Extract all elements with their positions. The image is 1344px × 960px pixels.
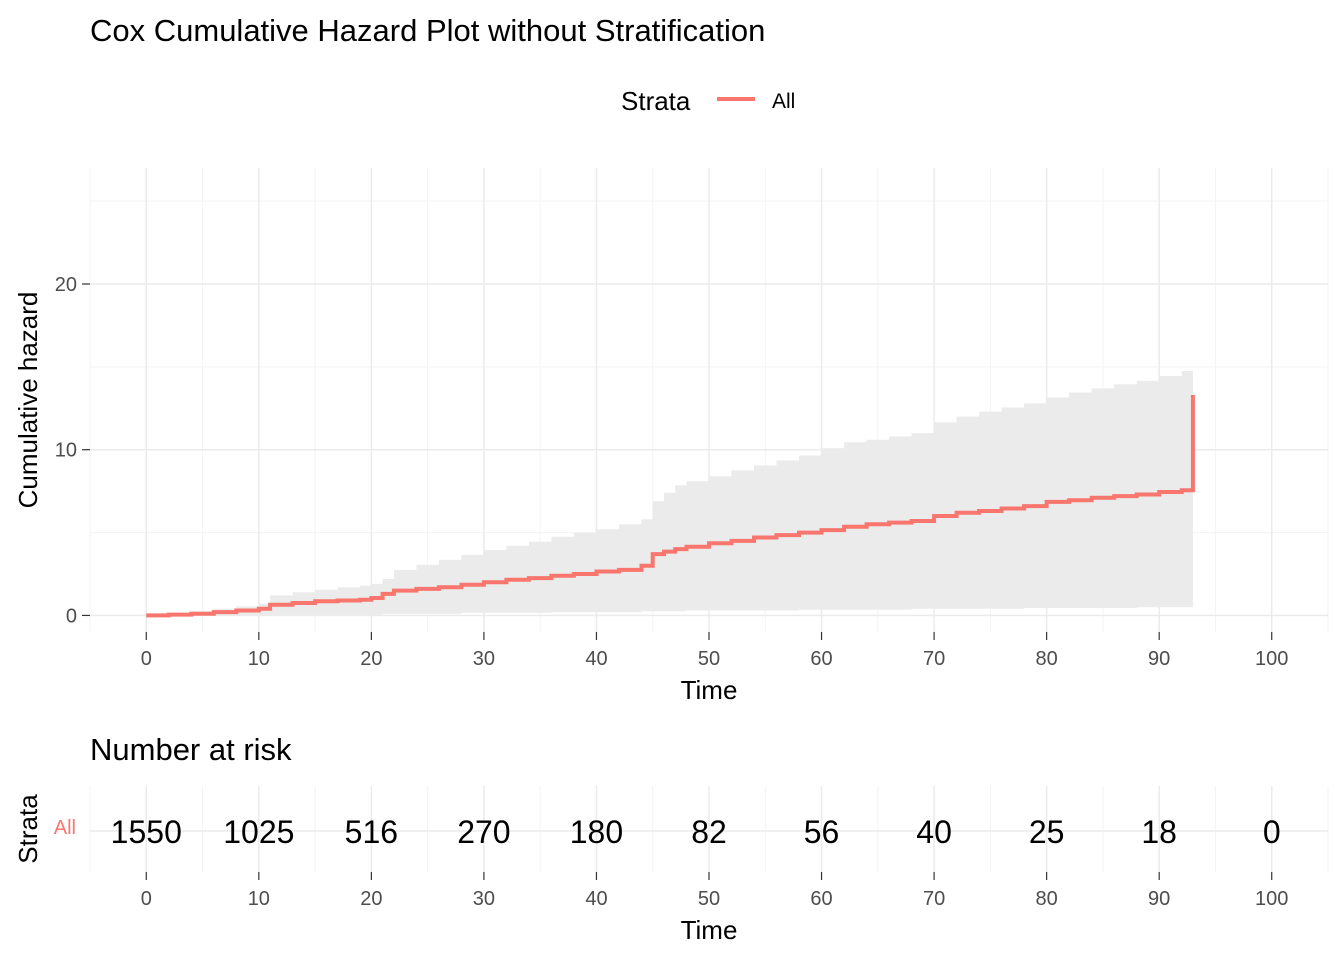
x-tick-label-20: 20 (360, 648, 382, 670)
risk-value-10: 1025 (223, 814, 294, 850)
risk-value-50: 82 (691, 814, 727, 850)
confidence-band-area (146, 371, 1193, 616)
hazard-panel: 0 10 20 0 10 20 30 40 50 60 70 80 90 100 (55, 168, 1329, 670)
x-axis-title: Time (681, 675, 738, 705)
x-tick-label-100: 100 (1255, 648, 1288, 670)
risk-x-tick-label-80: 80 (1036, 888, 1058, 910)
x-tick-label-30: 30 (473, 648, 495, 670)
risk-x-tick-label-0: 0 (141, 888, 152, 910)
risk-x-tick-label-20: 20 (360, 888, 382, 910)
x-tick-label-70: 70 (923, 648, 945, 670)
risk-x-tick-label-60: 60 (810, 888, 832, 910)
risk-value-90: 18 (1141, 814, 1177, 850)
risk-grid (89, 786, 1329, 872)
risk-table-title: Number at risk (90, 732, 292, 767)
risk-x-tick-label-90: 90 (1148, 888, 1170, 910)
confidence-band (146, 371, 1193, 616)
risk-value-100: 0 (1263, 814, 1281, 850)
x-tick-label-10: 10 (248, 648, 270, 670)
risk-value-0: 1550 (111, 814, 182, 850)
risk-x-axis-title: Time (681, 915, 738, 945)
x-tick-label-0: 0 (141, 648, 152, 670)
risk-value-80: 25 (1029, 814, 1065, 850)
x-tick-label-90: 90 (1148, 648, 1170, 670)
risk-value-70: 40 (916, 814, 952, 850)
risk-x-axis: 0 10 20 30 40 50 60 70 80 90 100 (141, 872, 1288, 910)
risk-x-tick-label-100: 100 (1255, 888, 1288, 910)
risk-value-60: 56 (804, 814, 840, 850)
risk-x-tick-label-50: 50 (698, 888, 720, 910)
risk-x-tick-label-30: 30 (473, 888, 495, 910)
y-axis-title: Cumulative hazard (13, 292, 43, 509)
risk-x-tick-label-70: 70 (923, 888, 945, 910)
x-tick-label-80: 80 (1036, 648, 1058, 670)
x-tick-label-40: 40 (585, 648, 607, 670)
risk-value-40: 180 (570, 814, 623, 850)
x-tick-label-60: 60 (810, 648, 832, 670)
legend-title: Strata (621, 86, 691, 116)
y-tick-label-10: 10 (55, 440, 77, 462)
x-tick-label-50: 50 (698, 648, 720, 670)
series-line-all (146, 395, 1195, 618)
risk-x-tick-label-40: 40 (585, 888, 607, 910)
y-tick-label-0: 0 (66, 605, 77, 627)
chart-title: Cox Cumulative Hazard Plot without Strat… (90, 13, 765, 48)
risk-x-tick-label-10: 10 (248, 888, 270, 910)
risk-strata-label-all: All (54, 817, 76, 839)
legend: Strata All (621, 86, 795, 116)
risk-y-axis-title: Strata (13, 794, 43, 864)
risk-values: 1550 1025 516 270 180 82 56 40 25 18 0 (111, 814, 1281, 850)
x-axis: 0 10 20 30 40 50 60 70 80 90 100 (141, 632, 1288, 670)
series-all (146, 395, 1195, 618)
y-axis: 0 10 20 (55, 274, 90, 627)
risk-table-panel: 1550 1025 516 270 180 82 56 40 25 18 0 0 10 20 30 40 50… (54, 786, 1329, 910)
legend-label-all: All (772, 90, 795, 113)
risk-value-30: 270 (457, 814, 510, 850)
risk-value-20: 516 (345, 814, 398, 850)
y-tick-label-20: 20 (55, 274, 77, 296)
